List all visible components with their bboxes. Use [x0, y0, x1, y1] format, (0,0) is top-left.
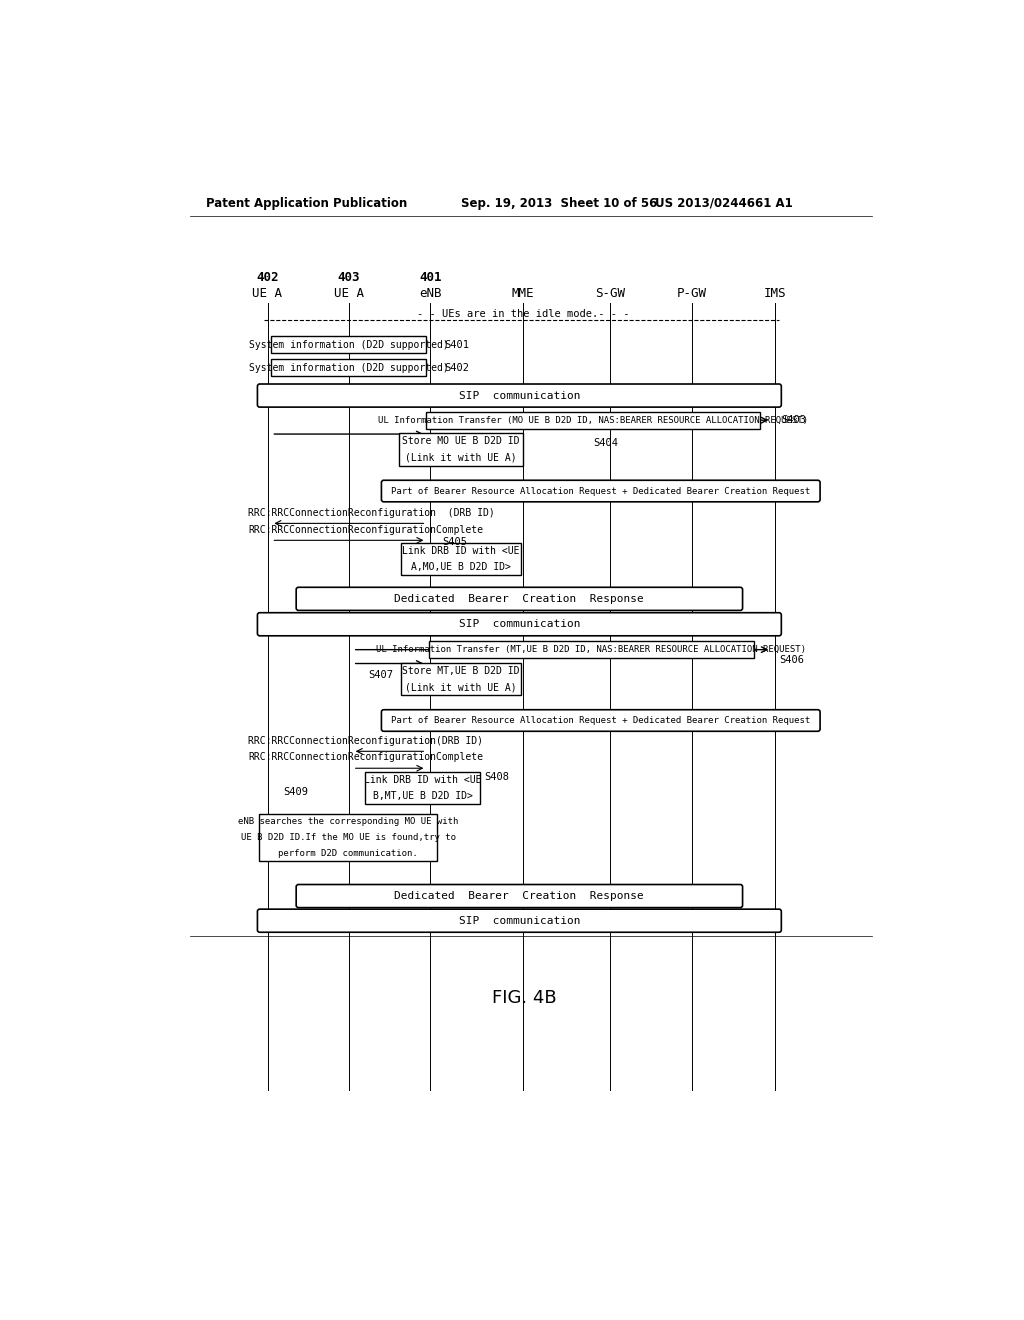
Text: eNB: eNB — [419, 286, 441, 300]
FancyBboxPatch shape — [257, 909, 781, 932]
Bar — [271, 359, 426, 376]
Text: IMS: IMS — [764, 286, 786, 300]
Text: 402: 402 — [256, 271, 279, 284]
Text: SIP  communication: SIP communication — [459, 619, 581, 630]
Text: - - UEs are in the idle mode.- - -: - - UEs are in the idle mode.- - - — [417, 309, 630, 319]
Text: Store MO UE B D2D ID: Store MO UE B D2D ID — [402, 436, 520, 446]
Text: Dedicated  Bearer  Creation  Response: Dedicated Bearer Creation Response — [394, 891, 644, 902]
Text: Part of Bearer Resource Allocation Request + Dedicated Bearer Creation Request: Part of Bearer Resource Allocation Reque… — [391, 487, 810, 495]
Text: B,MT,UE B D2D ID>: B,MT,UE B D2D ID> — [373, 792, 472, 801]
Bar — [399, 433, 523, 466]
Text: UE A: UE A — [334, 286, 364, 300]
Text: UL Information Transfer (MO UE B D2D ID, NAS:BEARER RESOURCE ALLOCATION REQUEST): UL Information Transfer (MO UE B D2D ID,… — [378, 416, 808, 425]
Text: System information (D2D supported): System information (D2D supported) — [249, 339, 449, 350]
Text: FIG. 4B: FIG. 4B — [493, 989, 557, 1007]
Text: S401: S401 — [444, 339, 469, 350]
Text: UE A: UE A — [253, 286, 283, 300]
Text: S-GW: S-GW — [595, 286, 625, 300]
FancyBboxPatch shape — [257, 612, 781, 636]
Text: perform D2D communication.: perform D2D communication. — [279, 849, 418, 858]
Text: US 2013/0244661 A1: US 2013/0244661 A1 — [655, 197, 793, 210]
Text: S404: S404 — [593, 438, 618, 449]
FancyBboxPatch shape — [257, 384, 781, 407]
Bar — [259, 813, 437, 862]
Text: MME: MME — [512, 286, 535, 300]
Text: S409: S409 — [283, 787, 308, 797]
Text: (Link it with UE A): (Link it with UE A) — [406, 453, 517, 463]
Text: S403: S403 — [781, 416, 806, 425]
Text: S405: S405 — [442, 537, 467, 546]
Text: RRC:RRCConnectionReconfiguration  (DRB ID): RRC:RRCConnectionReconfiguration (DRB ID… — [248, 508, 495, 517]
Text: Link DRB ID with <UE: Link DRB ID with <UE — [402, 545, 520, 556]
FancyBboxPatch shape — [296, 884, 742, 908]
Text: S407: S407 — [369, 671, 393, 680]
Text: UE B D2D ID.If the MO UE is found,try to: UE B D2D ID.If the MO UE is found,try to — [241, 833, 456, 842]
Bar — [429, 642, 755, 659]
Text: 403: 403 — [338, 271, 360, 284]
Text: 401: 401 — [419, 271, 441, 284]
Text: Patent Application Publication: Patent Application Publication — [206, 197, 407, 210]
Text: RRC:RRCConnectionReconfigurationComplete: RRC:RRCConnectionReconfigurationComplete — [248, 524, 483, 535]
Text: Part of Bearer Resource Allocation Request + Dedicated Bearer Creation Request: Part of Bearer Resource Allocation Reque… — [391, 715, 810, 725]
Text: Link DRB ID with <UE: Link DRB ID with <UE — [364, 775, 481, 785]
Text: (Link it with UE A): (Link it with UE A) — [406, 682, 517, 692]
Text: Sep. 19, 2013  Sheet 10 of 56: Sep. 19, 2013 Sheet 10 of 56 — [461, 197, 657, 210]
Text: SIP  communication: SIP communication — [459, 916, 581, 925]
Text: RRC:RRCConnectionReconfiguration(DRB ID): RRC:RRCConnectionReconfiguration(DRB ID) — [248, 735, 483, 746]
Text: P-GW: P-GW — [677, 286, 708, 300]
Bar — [401, 543, 521, 576]
Text: System information (D2D supported): System information (D2D supported) — [249, 363, 449, 372]
Text: Dedicated  Bearer  Creation  Response: Dedicated Bearer Creation Response — [394, 594, 644, 603]
Bar — [426, 412, 760, 429]
Text: UL Information Transfer (MT,UE B D2D ID, NAS:BEARER RESOURCE ALLOCATION REQUEST): UL Information Transfer (MT,UE B D2D ID,… — [377, 645, 807, 655]
Text: Store MT,UE B D2D ID: Store MT,UE B D2D ID — [402, 665, 520, 676]
Text: eNB searches the corresponding MO UE with: eNB searches the corresponding MO UE wit… — [238, 817, 459, 826]
FancyBboxPatch shape — [381, 710, 820, 731]
Text: S406: S406 — [779, 656, 804, 665]
Bar — [366, 772, 480, 804]
Bar — [401, 663, 521, 696]
Bar — [271, 337, 426, 354]
Text: S402: S402 — [444, 363, 469, 372]
Text: RRC:RRCConnectionReconfigurationComplete: RRC:RRCConnectionReconfigurationComplete — [248, 752, 483, 763]
Text: SIP  communication: SIP communication — [459, 391, 581, 400]
FancyBboxPatch shape — [381, 480, 820, 502]
FancyBboxPatch shape — [296, 587, 742, 610]
Text: S408: S408 — [484, 772, 510, 783]
Text: A,MO,UE B D2D ID>: A,MO,UE B D2D ID> — [412, 562, 511, 572]
